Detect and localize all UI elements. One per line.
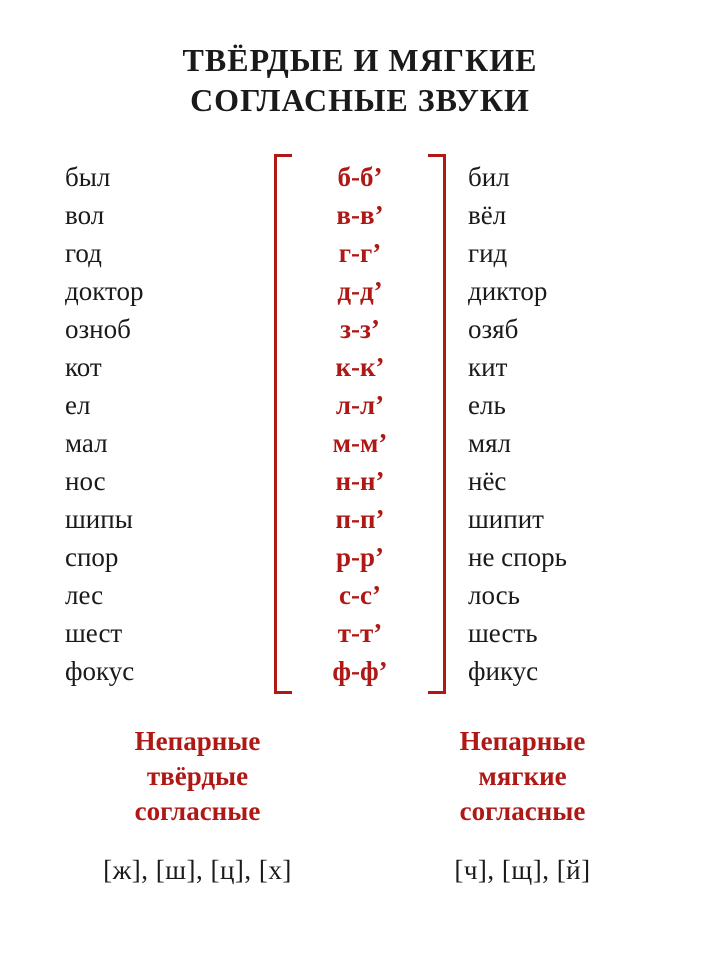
soft-word: не спорь bbox=[468, 538, 665, 576]
consonant-pair: л-л’ bbox=[336, 386, 384, 424]
consonant-pair: к-к’ bbox=[335, 348, 384, 386]
soft-word: бил bbox=[468, 158, 665, 196]
unpaired-section: Непарные твёрдые согласные [ж], [ш], [ц]… bbox=[55, 724, 665, 886]
hard-word: спор bbox=[65, 538, 270, 576]
soft-word: ель bbox=[468, 386, 665, 424]
soft-word: мял bbox=[468, 424, 665, 462]
soft-word: шипит bbox=[468, 500, 665, 538]
hard-word: лес bbox=[65, 576, 270, 614]
unpaired-hard-sounds: [ж], [ш], [ц], [х] bbox=[55, 855, 340, 886]
consonant-pair: в-в’ bbox=[336, 196, 383, 234]
soft-words-column: бил вёл гид диктор озяб кит ель мял нёс … bbox=[450, 158, 665, 690]
hard-word: шест bbox=[65, 614, 270, 652]
hard-word: кот bbox=[65, 348, 270, 386]
soft-word: гид bbox=[468, 234, 665, 272]
soft-word: лось bbox=[468, 576, 665, 614]
consonant-pair: б-б’ bbox=[338, 158, 383, 196]
hard-word: вол bbox=[65, 196, 270, 234]
right-bracket-icon bbox=[428, 154, 446, 694]
soft-word: озяб bbox=[468, 310, 665, 348]
page-title: ТВЁРДЫЕ И МЯГКИЕ СОГЛАСНЫЕ ЗВУКИ bbox=[55, 40, 665, 120]
consonant-pair: т-т’ bbox=[338, 614, 383, 652]
hard-word: фокус bbox=[65, 652, 270, 690]
consonant-pair: м-м’ bbox=[333, 424, 388, 462]
consonant-pair: з-з’ bbox=[340, 310, 380, 348]
left-bracket-icon bbox=[274, 154, 292, 694]
consonant-pair: р-р’ bbox=[336, 538, 384, 576]
consonant-pair: с-с’ bbox=[339, 576, 381, 614]
hard-word: доктор bbox=[65, 272, 270, 310]
hard-word: мал bbox=[65, 424, 270, 462]
unpaired-hard-title: Непарные твёрдые согласные bbox=[55, 724, 340, 829]
unpaired-soft-block: Непарные мягкие согласные [ч], [щ], [й] bbox=[380, 724, 665, 886]
footer-title-line: твёрдые bbox=[55, 759, 340, 794]
consonant-pair: н-н’ bbox=[335, 462, 384, 500]
hard-word: шипы bbox=[65, 500, 270, 538]
consonant-pair: п-п’ bbox=[335, 500, 384, 538]
hard-word: озноб bbox=[65, 310, 270, 348]
hard-words-column: был вол год доктор озноб кот ел мал нос … bbox=[55, 158, 270, 690]
footer-title-line: мягкие bbox=[380, 759, 665, 794]
hard-word: ел bbox=[65, 386, 270, 424]
soft-word: нёс bbox=[468, 462, 665, 500]
unpaired-soft-title: Непарные мягкие согласные bbox=[380, 724, 665, 829]
footer-title-line: согласные bbox=[55, 794, 340, 829]
footer-title-line: согласные bbox=[380, 794, 665, 829]
unpaired-hard-block: Непарные твёрдые согласные [ж], [ш], [ц]… bbox=[55, 724, 340, 886]
footer-title-line: Непарные bbox=[55, 724, 340, 759]
hard-word: год bbox=[65, 234, 270, 272]
unpaired-soft-sounds: [ч], [щ], [й] bbox=[380, 855, 665, 886]
hard-word: был bbox=[65, 158, 270, 196]
footer-title-line: Непарные bbox=[380, 724, 665, 759]
soft-word: диктор bbox=[468, 272, 665, 310]
consonant-pair: г-г’ bbox=[339, 234, 382, 272]
consonant-table: был вол год доктор озноб кот ел мал нос … bbox=[55, 158, 665, 690]
soft-word: фикус bbox=[468, 652, 665, 690]
consonant-pair: ф-ф’ bbox=[332, 652, 387, 690]
soft-word: кит bbox=[468, 348, 665, 386]
soft-word: шесть bbox=[468, 614, 665, 652]
title-line-1: ТВЁРДЫЕ И МЯГКИЕ bbox=[55, 40, 665, 80]
hard-word: нос bbox=[65, 462, 270, 500]
title-line-2: СОГЛАСНЫЕ ЗВУКИ bbox=[55, 80, 665, 120]
consonant-pairs-column: б-б’ в-в’ г-г’ д-д’ з-з’ к-к’ л-л’ м-м’ … bbox=[270, 158, 450, 690]
soft-word: вёл bbox=[468, 196, 665, 234]
consonant-pair: д-д’ bbox=[337, 272, 382, 310]
